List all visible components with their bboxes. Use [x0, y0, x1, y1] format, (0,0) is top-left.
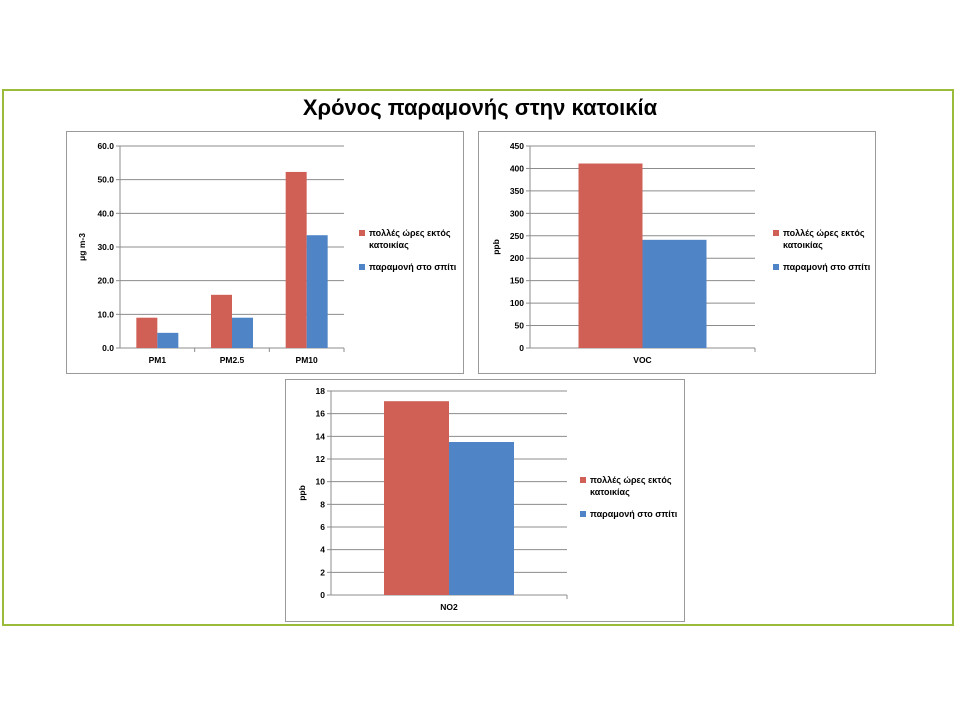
legend-entry-series-b: παραμονή στο σπίτι — [580, 508, 684, 520]
y-tick-label: 16 — [316, 409, 326, 419]
legend-entry-series-a: πολλές ώρες εκτός κατοικίας — [580, 474, 684, 498]
slide-frame — [2, 89, 954, 626]
y-axis-label: ppb — [297, 485, 307, 501]
legend-label-series-b: παραμονή στο σπίτι — [590, 509, 678, 519]
x-tick-label: NO2 — [440, 602, 458, 612]
chart-pm-legend: πολλές ώρες εκτός κατοικίας παραμονή στο… — [359, 227, 463, 277]
x-tick-label: VOC — [633, 355, 651, 365]
y-tick-label: 400 — [510, 163, 524, 173]
legend-entry-series-a: πολλές ώρες εκτός κατοικίας — [773, 227, 875, 251]
chart-pm-panel: 0.0 10.0 20.0 30.0 40.0 50.0 60.0 μg m-3 PM1 PM2.… — [66, 131, 464, 374]
y-tick-label: 14 — [316, 431, 326, 441]
legend-label-series-b: παραμονή στο σπίτι — [369, 262, 457, 272]
bar-voc-series-b — [642, 239, 707, 348]
y-tick-label: 350 — [510, 186, 524, 196]
bar-no2-series-a — [384, 401, 449, 595]
y-tick-label: 10.0 — [97, 309, 114, 319]
y-axis-label: μg m-3 — [77, 233, 87, 261]
x-tick-label: PM10 — [296, 355, 318, 365]
y-tick-label: 4 — [320, 545, 325, 555]
legend-entry-series-a: πολλές ώρες εκτός κατοικίας — [359, 227, 463, 251]
legend-entry-series-b: παραμονή στο σπίτι — [773, 261, 875, 273]
legend-label-series-b: παραμονή στο σπίτι — [783, 262, 871, 272]
chart-voc-panel: 0 50 100 150 200 250 300 350 400 450 ppb VOC πολλές… — [478, 131, 876, 374]
chart-voc-legend: πολλές ώρες εκτός κατοικίας παραμονή στο… — [773, 227, 875, 277]
bar-pm1-series-b — [157, 332, 179, 348]
legend-swatch-series-b — [773, 264, 779, 270]
y-axis-label: ppb — [491, 239, 501, 255]
bar-no2-series-b — [449, 442, 514, 595]
y-tick-label: 60.0 — [97, 141, 114, 151]
bar-pm10-series-a — [285, 171, 307, 348]
y-tick-label: 12 — [316, 454, 326, 464]
legend-label-series-a: πολλές ώρες εκτός κατοικίας — [783, 228, 865, 250]
y-tick-label: 50.0 — [97, 175, 114, 185]
y-tick-label: 300 — [510, 208, 524, 218]
y-tick-label: 30.0 — [97, 242, 114, 252]
bar-pm25-series-a — [211, 294, 232, 348]
legend-swatch-series-a — [359, 230, 365, 236]
bar-voc-series-a — [578, 163, 643, 348]
x-tick-label: PM2.5 — [220, 355, 245, 365]
y-tick-label: 40.0 — [97, 208, 114, 218]
legend-label-series-a: πολλές ώρες εκτός κατοικίας — [590, 475, 672, 497]
chart-no2-panel: 0 2 4 6 8 10 12 14 16 18 ppb NO2 πολλές ώρες εκτός … — [285, 379, 685, 622]
legend-swatch-series-b — [359, 264, 365, 270]
y-tick-label: 450 — [510, 141, 524, 151]
y-tick-label: 200 — [510, 253, 524, 263]
y-tick-label: 150 — [510, 276, 524, 286]
y-tick-label: 250 — [510, 231, 524, 241]
y-tick-label: 0 — [320, 590, 325, 600]
y-tick-label: 6 — [320, 522, 325, 532]
slide-title: Χρόνος παραμονής στην κατοικία — [302, 95, 658, 120]
bar-pm10-series-b — [306, 235, 328, 348]
legend-swatch-series-a — [773, 230, 779, 236]
y-tick-label: 10 — [316, 477, 326, 487]
chart-no2-svg: 0 2 4 6 8 10 12 14 16 18 ppb NO2 — [297, 386, 568, 612]
y-tick-label: 18 — [316, 386, 326, 396]
y-tick-label: 2 — [320, 567, 325, 577]
legend-swatch-series-a — [580, 477, 586, 483]
y-tick-label: 0 — [519, 343, 524, 353]
legend-entry-series-b: παραμονή στο σπίτι — [359, 261, 463, 273]
bar-pm25-series-b — [232, 317, 253, 348]
legend-label-series-a: πολλές ώρες εκτός κατοικίας — [369, 228, 451, 250]
y-tick-label: 50 — [515, 321, 525, 331]
chart-no2-legend: πολλές ώρες εκτός κατοικίας παραμονή στο… — [580, 474, 684, 524]
x-tick-label: PM1 — [149, 355, 167, 365]
legend-swatch-series-b — [580, 511, 586, 517]
chart-voc-svg: 0 50 100 150 200 250 300 350 400 450 ppb VOC — [491, 141, 756, 365]
y-tick-label: 8 — [320, 499, 325, 509]
bar-pm1-series-a — [136, 317, 158, 348]
y-tick-label: 100 — [510, 298, 524, 308]
y-tick-label: 20.0 — [97, 276, 114, 286]
y-tick-label: 0.0 — [102, 343, 114, 353]
chart-pm-svg: 0.0 10.0 20.0 30.0 40.0 50.0 60.0 μg m-3 PM1 PM2.… — [77, 141, 345, 365]
